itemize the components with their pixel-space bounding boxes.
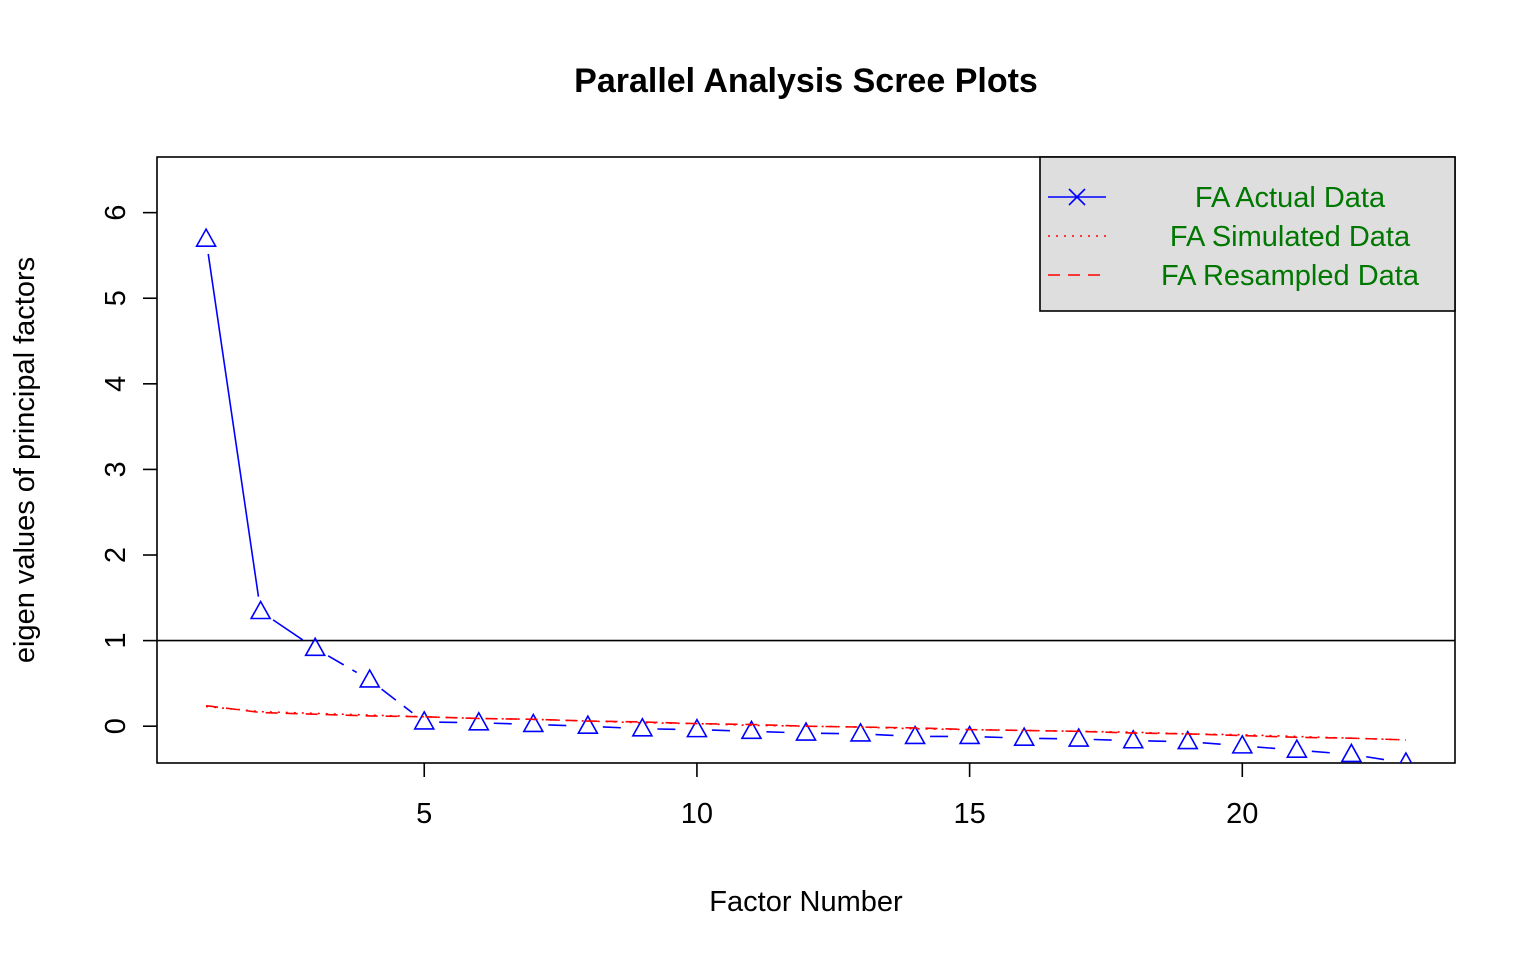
data-point [1340, 742, 1363, 763]
y-tick-label: 0 [100, 718, 132, 734]
series-layer [195, 227, 1413, 763]
data-point [795, 721, 817, 741]
legend-marker [1068, 188, 1086, 206]
data-point [1122, 729, 1145, 749]
series-segment [381, 688, 413, 714]
series-3 [205, 704, 1406, 741]
x-tick-label: 10 [681, 798, 713, 830]
data-point [904, 724, 926, 745]
data-point [1013, 726, 1036, 746]
series-segment [1366, 755, 1392, 762]
legend-label: FA Actual Data [1195, 182, 1386, 214]
series-1 [195, 227, 1413, 763]
data-point [1176, 729, 1199, 750]
data-point [304, 636, 327, 657]
series-segment [207, 253, 260, 597]
data-point [195, 227, 217, 247]
series-segment [548, 724, 573, 727]
legend: FA Actual Data FA Simulated Data FA Resamp… [1039, 156, 1456, 312]
data-point [249, 599, 272, 620]
data-point [631, 717, 654, 737]
plot-frame [156, 156, 1456, 764]
y-tick-label: 5 [100, 290, 132, 306]
series-segment [1093, 738, 1119, 742]
y-tick-label: 6 [100, 205, 132, 221]
y-tick-label: 1 [100, 633, 132, 649]
data-point [413, 710, 436, 730]
y-tick-label: 4 [100, 376, 132, 392]
y-tick-label: 2 [100, 547, 132, 563]
series-line [205, 704, 1406, 741]
x-tick-label: 15 [953, 798, 985, 830]
series-segment [493, 722, 519, 725]
series-segment [984, 736, 1010, 739]
x-axis-label: Factor Number [709, 886, 903, 918]
data-point [958, 724, 981, 745]
series-segment [875, 733, 901, 737]
x-tick-label: 5 [416, 798, 432, 830]
data-point [1399, 751, 1413, 763]
legend-label: FA Simulated Data [1170, 221, 1411, 253]
series-segment [1257, 746, 1282, 750]
plot-area: 5 10 15 20 0 1 2 3 4 5 6 FA Actual Data FA Simulated… [100, 156, 1456, 830]
data-point [467, 711, 490, 731]
data-point [1285, 738, 1308, 758]
data-point [1231, 734, 1254, 754]
data-point [576, 714, 599, 734]
legend-label: FA Resampled Data [1161, 260, 1420, 292]
data-point [1067, 727, 1090, 747]
chart-title: Parallel Analysis Scree Plots [574, 62, 1038, 100]
y-axis-label: eigen values of principal factors [9, 257, 41, 663]
data-point [740, 719, 763, 740]
series-segment [711, 729, 737, 732]
series-segment [766, 731, 792, 734]
x-tick-label: 20 [1226, 798, 1258, 830]
series-segment [272, 619, 304, 641]
series-segment [327, 655, 358, 674]
data-point [522, 712, 545, 733]
data-point [358, 668, 381, 688]
series-segment [1311, 750, 1337, 755]
data-point [686, 717, 708, 738]
legend-box [1039, 156, 1456, 312]
series-segment [602, 726, 628, 729]
y-tick-label: 3 [100, 461, 132, 477]
series-segment [1202, 741, 1228, 746]
data-point [849, 722, 872, 742]
